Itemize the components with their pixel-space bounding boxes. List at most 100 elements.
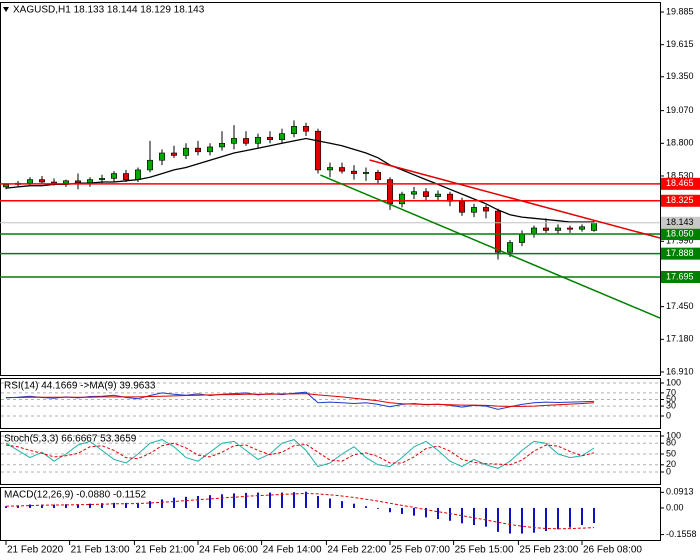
y-tick-label: 20: [666, 459, 676, 469]
histogram-bar: [89, 503, 91, 508]
y-tick-label: 80: [666, 438, 676, 448]
candle-body: [302, 126, 309, 132]
histogram-bar: [53, 504, 55, 508]
y-tick-label: 100: [666, 430, 681, 440]
candle-body: [231, 138, 238, 144]
trendline: [320, 174, 660, 319]
candle-body: [542, 227, 549, 231]
candle-body: [62, 180, 69, 184]
x-tick-label: 26 Feb 08:00: [583, 545, 642, 556]
level-label: 18.325: [666, 195, 694, 205]
histogram-bar: [137, 502, 139, 508]
candle-body: [398, 193, 405, 205]
histogram-bar: [245, 492, 247, 508]
panel-frame: [0, 2, 661, 376]
histogram-bar: [5, 506, 7, 508]
histogram-bar: [149, 501, 151, 508]
candle-body: [554, 227, 561, 231]
indicator-line: [5, 439, 595, 469]
candle-body: [422, 191, 429, 197]
histogram-bar: [449, 507, 451, 521]
candle-body: [123, 173, 130, 180]
candle-body: [338, 167, 345, 172]
x-tick-label: 24 Feb 14:00: [263, 545, 322, 556]
candle-body: [326, 167, 333, 171]
candle-body: [219, 143, 226, 148]
candle-body: [2, 184, 10, 188]
candle-body: [135, 169, 142, 180]
histogram-bar: [113, 502, 115, 508]
y-tick-label: 0: [666, 410, 671, 420]
y-tick-label: 17.450: [666, 301, 694, 311]
candle-body: [278, 133, 285, 140]
histogram-bar: [389, 507, 391, 513]
candle-body: [147, 159, 154, 171]
indicator-line: [5, 391, 595, 410]
x-tick-label: 24 Feb 22:00: [327, 545, 386, 556]
candle-body: [578, 226, 585, 230]
y-tick-label: 17.990: [666, 236, 694, 246]
histogram-bar: [353, 503, 355, 508]
histogram-bar: [65, 504, 67, 508]
y-tick-label: 0.0913: [666, 487, 694, 497]
x-tick-label: 25 Feb 07:00: [391, 545, 450, 556]
candle-body: [171, 152, 178, 156]
candle-body: [494, 210, 501, 253]
panel-title: Stoch(5,3,3) 66.6667 53.3659: [4, 434, 137, 445]
panel-title: RSI(14) 44.1669 ->MA(9) 39.9633: [4, 381, 156, 392]
histogram-bar: [101, 503, 103, 508]
current-price-box: [661, 216, 700, 229]
level-label: 17.695: [666, 271, 694, 281]
level-label-box: [661, 228, 700, 241]
histogram-bar: [293, 492, 295, 508]
signal-line: [5, 492, 595, 530]
histogram-bar: [29, 504, 31, 508]
histogram-bar: [197, 495, 199, 508]
histogram-bar: [557, 507, 559, 530]
y-tick-label: 0: [666, 466, 671, 476]
candle-body: [314, 130, 321, 171]
candle-body: [362, 172, 369, 174]
histogram-bar: [485, 507, 487, 527]
y-tick-label: 17.180: [666, 334, 694, 344]
histogram-bar: [221, 494, 223, 508]
level-label-box: [661, 271, 700, 284]
y-tick-label: 18.530: [666, 170, 694, 180]
y-tick-label: 16.910: [666, 366, 694, 376]
candle-body: [195, 147, 202, 153]
candle-body: [207, 146, 214, 153]
candle-body: [38, 179, 45, 183]
level-label: 18.465: [666, 178, 694, 188]
candle-body: [243, 138, 250, 144]
histogram-bar: [365, 506, 367, 508]
candle-body: [111, 173, 118, 179]
histogram-bar: [233, 493, 235, 508]
histogram-bar: [209, 495, 211, 508]
histogram-bar: [341, 501, 343, 508]
histogram-bar: [269, 492, 271, 508]
x-tick-label: 21 Feb 13:00: [71, 545, 130, 556]
menu-arrow[interactable]: [3, 7, 9, 12]
x-tick-label: 24 Feb 06:00: [199, 545, 258, 556]
histogram-bar: [425, 507, 427, 518]
level-label-box: [661, 194, 700, 207]
candle-body: [99, 178, 106, 180]
histogram-bar: [77, 504, 79, 508]
candle-body: [590, 222, 597, 231]
histogram-bar: [401, 507, 403, 514]
histogram-bar: [317, 495, 319, 508]
candle-body: [530, 227, 537, 235]
histogram-bar: [305, 491, 307, 508]
candle-body: [255, 136, 262, 144]
indicator-line: [6, 393, 595, 407]
x-tick-label: 21 Feb 2020: [7, 545, 64, 556]
trendline: [369, 159, 660, 239]
candle-body: [434, 193, 441, 197]
candle-body: [458, 201, 465, 213]
candle-body: [350, 170, 357, 174]
histogram-bar: [161, 499, 163, 508]
candle-body: [566, 227, 573, 230]
level-label: 18.050: [666, 228, 694, 238]
histogram-bar: [173, 497, 175, 508]
